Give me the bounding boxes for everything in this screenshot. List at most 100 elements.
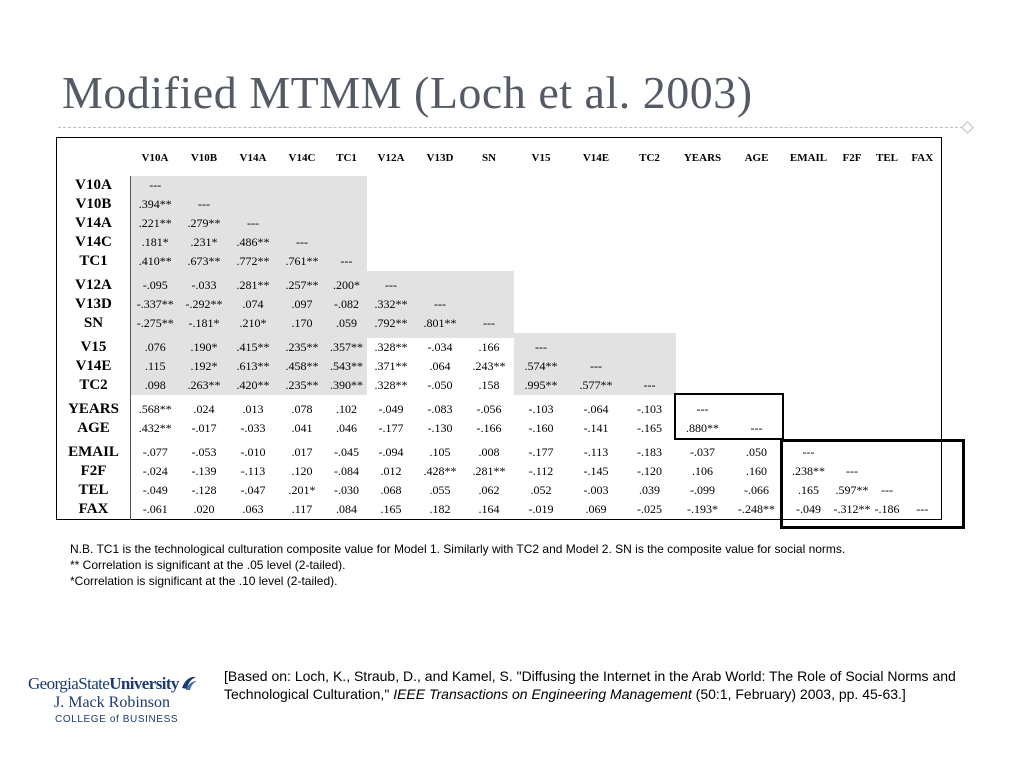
table-cell: --- xyxy=(513,338,569,357)
empty-cell xyxy=(784,276,834,295)
row-label: TC2 xyxy=(56,376,131,395)
header-corner xyxy=(57,138,131,177)
table-cell: -.056 xyxy=(476,402,502,416)
table-cell: .543** xyxy=(326,357,367,376)
table-row: TC1.410** .673** .772** .761** --- xyxy=(56,252,942,271)
table-cell: .415** xyxy=(228,338,278,357)
table-cell: -.103 xyxy=(528,402,554,416)
empty-cell xyxy=(514,195,569,214)
table-cell: -.177 xyxy=(528,445,554,459)
table-cell: .328** xyxy=(374,378,408,392)
table-cell: .200* xyxy=(326,276,367,295)
table-cell: .120 xyxy=(291,464,313,478)
table-cell: .059 xyxy=(326,314,367,333)
table-cell: -.248** xyxy=(738,502,775,516)
table-cell: .201* xyxy=(288,483,316,497)
empty-cell xyxy=(367,252,416,271)
row-label: V14C xyxy=(56,233,131,252)
table-cell: .432** xyxy=(138,421,172,435)
column-header: AGE xyxy=(744,152,769,164)
empty-cell xyxy=(730,252,784,271)
empty-cell xyxy=(730,314,784,333)
empty-cell xyxy=(624,276,676,295)
empty-cell xyxy=(730,214,784,233)
table-cell: --- xyxy=(696,402,709,416)
table-cell: .166 xyxy=(478,340,500,354)
row-label: V13D xyxy=(56,295,131,314)
column-header: V15 xyxy=(531,152,551,164)
table-cell: .098 xyxy=(130,376,180,395)
table-row: V15.076.190* .415** .235** .357** .328** -.03… xyxy=(56,338,942,357)
empty-cell xyxy=(228,176,278,195)
table-cell: .328** xyxy=(374,340,408,354)
empty-cell xyxy=(569,314,624,333)
table-cell: .117 xyxy=(291,502,313,516)
table-cell: -.083 xyxy=(427,402,453,416)
table-cell: .046 xyxy=(336,421,357,435)
empty-cell xyxy=(676,214,730,233)
table-cell: .263** xyxy=(179,376,229,395)
table-cell: .190* xyxy=(179,338,229,357)
table-cell: -.166 xyxy=(476,421,502,435)
table-cell: .181* xyxy=(130,233,180,252)
empty-cell xyxy=(871,443,904,462)
empty-cell xyxy=(784,376,834,395)
table-cell: .577** xyxy=(568,376,624,395)
empty-cell xyxy=(730,295,784,314)
empty-cell xyxy=(730,400,784,419)
empty-cell xyxy=(568,338,624,357)
table-cell: -.049 xyxy=(378,402,404,416)
empty-cell xyxy=(871,233,904,252)
empty-cell xyxy=(416,176,465,195)
empty-cell xyxy=(277,214,327,233)
table-cell: .041 xyxy=(291,421,313,435)
empty-cell xyxy=(676,338,730,357)
table-cell: -.050 xyxy=(427,378,453,392)
table-cell: .182 xyxy=(429,502,451,516)
empty-cell xyxy=(464,295,514,314)
group-spacer xyxy=(56,333,942,338)
table-cell: --- xyxy=(568,357,624,376)
table-cell: .210* xyxy=(228,314,278,333)
empty-cell xyxy=(834,314,871,333)
table-row: V14A .221** .279** --- xyxy=(56,214,942,233)
table-cell: --- xyxy=(846,464,858,478)
row-label: EMAIL xyxy=(56,443,131,462)
empty-cell xyxy=(904,357,942,376)
table-cell: .164 xyxy=(478,502,500,516)
empty-cell xyxy=(514,276,569,295)
empty-cell xyxy=(326,214,367,233)
empty-cell xyxy=(623,357,676,376)
column-header: TEL xyxy=(875,152,898,164)
empty-cell xyxy=(730,176,784,195)
empty-cell xyxy=(277,176,327,195)
note-significance-05: ** Correlation is significant at the .05… xyxy=(70,558,346,572)
table-cell: .486** xyxy=(228,233,278,252)
empty-cell xyxy=(904,195,942,214)
empty-cell xyxy=(676,295,730,314)
table-cell: -.066 xyxy=(744,483,769,497)
empty-cell xyxy=(179,176,229,195)
table-cell: .597** xyxy=(835,483,869,497)
empty-cell xyxy=(834,233,871,252)
table-cell: .013 xyxy=(242,402,264,416)
empty-cell xyxy=(514,214,569,233)
empty-cell xyxy=(871,214,904,233)
table-cell: .279** xyxy=(179,214,229,233)
empty-cell xyxy=(904,338,942,357)
row-label: FAX xyxy=(56,500,131,520)
row-label: V14E xyxy=(56,357,131,376)
table-cell: -.053 xyxy=(191,445,217,459)
empty-cell xyxy=(834,195,871,214)
empty-cell xyxy=(228,195,278,214)
table-cell: -.275** xyxy=(130,314,180,333)
empty-cell xyxy=(326,195,367,214)
table-cell: .062 xyxy=(478,483,500,497)
table-cell: -.112 xyxy=(528,464,554,478)
empty-cell xyxy=(784,314,834,333)
table-cell: -.084 xyxy=(334,464,359,478)
title-divider xyxy=(58,127,968,128)
table-cell: .160 xyxy=(746,464,767,478)
table-cell: .613** xyxy=(228,357,278,376)
empty-cell xyxy=(834,252,871,271)
